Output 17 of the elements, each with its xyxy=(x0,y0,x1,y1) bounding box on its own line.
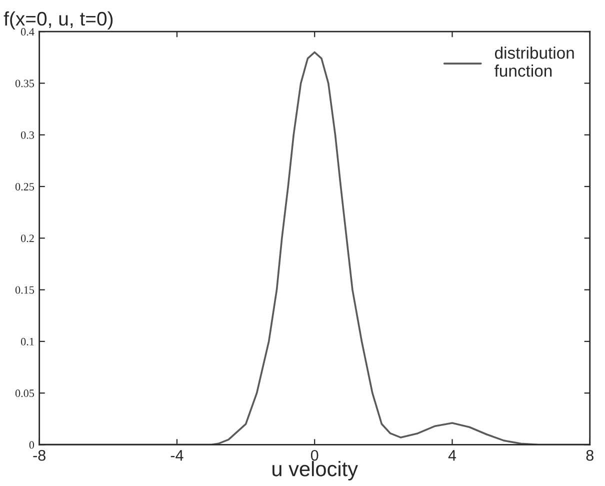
x-axis-title: u velocity xyxy=(272,461,358,480)
x-tick-label: 4 xyxy=(448,450,456,461)
y-tick-label: 0.1 xyxy=(21,338,34,346)
y-tick-label: 0.35 xyxy=(15,80,34,88)
y-tick-label: 0.4 xyxy=(21,28,34,36)
y-tick-label: 0.05 xyxy=(15,390,34,398)
x-tick-label: 0 xyxy=(310,450,318,461)
y-tick-label: 0.15 xyxy=(15,286,34,294)
x-tick-label: 8 xyxy=(586,450,594,461)
y-tick-label: 0.2 xyxy=(21,234,34,242)
y-tick-label: 0 xyxy=(29,441,34,449)
y-tick-label: 0.3 xyxy=(21,131,34,139)
x-tick-label: -4 xyxy=(170,450,184,461)
y-axis-title: f(x=0, u, t=0) xyxy=(4,11,113,30)
legend-label: distribution function xyxy=(494,46,574,77)
x-tick-label: -8 xyxy=(33,450,46,461)
y-tick-label: 0.25 xyxy=(15,182,34,191)
